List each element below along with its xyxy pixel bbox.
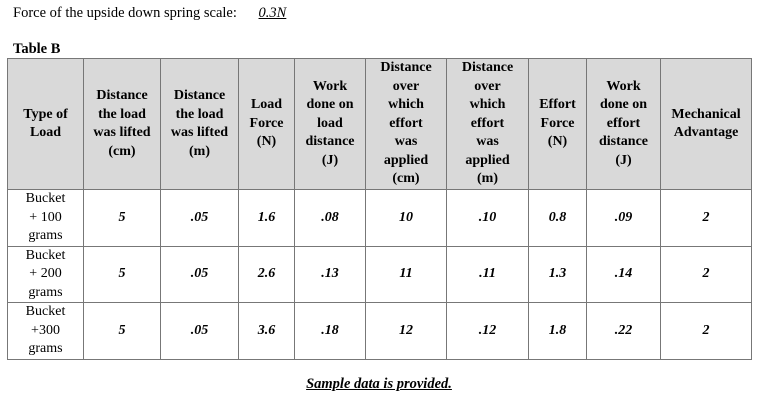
cell-load-force: 3.6 bbox=[238, 302, 295, 360]
header-type-of-load: Type of Load bbox=[7, 58, 84, 190]
spring-scale-force-line: Force of the upside down spring scale: 0… bbox=[13, 5, 292, 22]
cell-mechanical-advantage: 2 bbox=[660, 245, 752, 303]
header-load-force: Load Force (N) bbox=[238, 58, 295, 190]
cell-mechanical-advantage: 2 bbox=[660, 302, 752, 360]
cell-type-of-load: Bucket +300 grams bbox=[7, 302, 84, 360]
table-title: Table B bbox=[13, 41, 61, 57]
cell-distance-lifted-m: .05 bbox=[160, 245, 239, 303]
header-distance-lifted-m: Distance the load was lifted (m) bbox=[160, 58, 239, 190]
table-row: Bucket +300 grams 5.05 3.6.18 12.12 1.8.22 2 bbox=[7, 302, 752, 360]
cell-effort-distance-m: .10 bbox=[446, 189, 529, 247]
header-mechanical-advantage: Mechanical Advantage bbox=[660, 58, 752, 190]
cell-distance-lifted-m: .05 bbox=[160, 189, 239, 247]
cell-effort-force: 0.8 bbox=[528, 189, 587, 247]
cell-load-force: 2.6 bbox=[238, 245, 295, 303]
cell-work-effort-distance: .22 bbox=[586, 302, 661, 360]
header-row: Type of Load Distance the load was lifte… bbox=[7, 58, 752, 190]
spring-scale-force-value: 0.3N bbox=[258, 5, 287, 21]
cell-work-effort-distance: .09 bbox=[586, 189, 661, 247]
table-row: Bucket + 200 grams 5.05 2.6.13 11.11 1.3.14 2 bbox=[7, 245, 752, 303]
header-effort-force: Effort Force (N) bbox=[528, 58, 587, 190]
cell-effort-distance-cm: 10 bbox=[365, 189, 447, 247]
cell-load-force: 1.6 bbox=[238, 189, 295, 247]
header-effort-distance-cm: Distance over which effort was applied (… bbox=[365, 58, 447, 190]
cell-work-load-distance: .08 bbox=[294, 189, 366, 247]
cell-effort-force: 1.8 bbox=[528, 302, 587, 360]
cell-effort-distance-cm: 11 bbox=[365, 245, 447, 303]
cell-type-of-load: Bucket + 100 grams bbox=[7, 189, 84, 247]
table-row: Bucket + 100 grams 5.05 1.6.08 10.10 0.8.09 2 bbox=[7, 189, 752, 247]
cell-distance-lifted-m: .05 bbox=[160, 302, 239, 360]
cell-effort-distance-m: .11 bbox=[446, 245, 529, 303]
cell-effort-distance-m: .12 bbox=[446, 302, 529, 360]
cell-work-load-distance: .13 bbox=[294, 245, 366, 303]
cell-mechanical-advantage: 2 bbox=[660, 189, 752, 247]
header-work-effort-distance: Work done on effort distance (J) bbox=[586, 58, 661, 190]
cell-distance-lifted-cm: 5 bbox=[83, 302, 161, 360]
cell-type-of-load: Bucket + 200 grams bbox=[7, 245, 84, 303]
spring-scale-force-label: Force of the upside down spring scale: bbox=[13, 5, 237, 21]
cell-distance-lifted-cm: 5 bbox=[83, 189, 161, 247]
data-table: Type of Load Distance the load was lifte… bbox=[7, 58, 752, 360]
header-effort-distance-m: Distance over which effort was applied (… bbox=[446, 58, 529, 190]
cell-work-load-distance: .18 bbox=[294, 302, 366, 360]
cell-distance-lifted-cm: 5 bbox=[83, 245, 161, 303]
cell-effort-force: 1.3 bbox=[528, 245, 587, 303]
sample-data-note: Sample data is provided. bbox=[306, 376, 452, 392]
cell-effort-distance-cm: 12 bbox=[365, 302, 447, 360]
cell-work-effort-distance: .14 bbox=[586, 245, 661, 303]
header-work-load-distance: Work done on load distance (J) bbox=[294, 58, 366, 190]
header-distance-lifted-cm: Distance the load was lifted (cm) bbox=[83, 58, 161, 190]
